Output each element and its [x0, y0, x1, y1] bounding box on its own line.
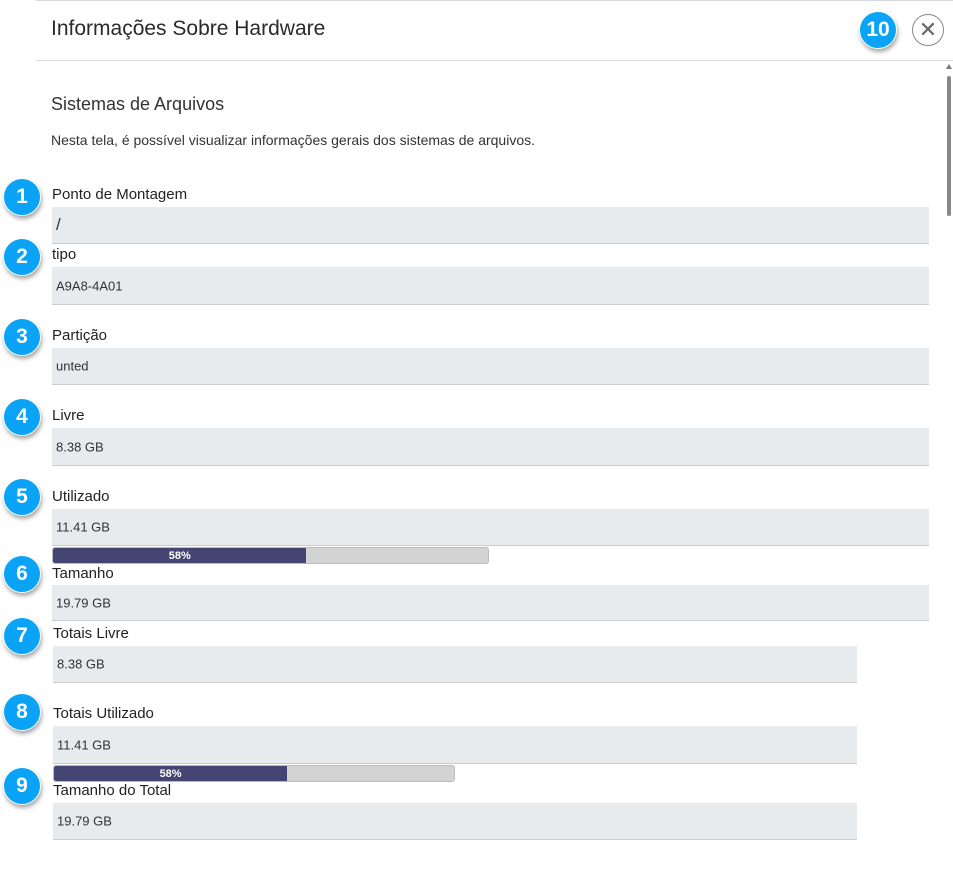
- field-value-box: 19.79 GB: [53, 803, 857, 840]
- field-value-box: 8.38 GB: [53, 646, 857, 683]
- close-icon: ✕: [918, 17, 938, 42]
- annotation-badge: 3: [3, 318, 41, 356]
- field-value: 11.41 GB: [57, 737, 111, 752]
- field-value: 8.38 GB: [56, 439, 104, 454]
- field-value-box: 11.41 GB: [53, 726, 857, 764]
- field-label: Tamanho do Total: [53, 782, 172, 799]
- field-value-box: 11.41 GB: [52, 509, 929, 546]
- annotation-badge: 10: [859, 11, 897, 49]
- field-label: Ponto de Montagem: [52, 186, 188, 203]
- annotation-badge: 5: [3, 478, 41, 516]
- section-title: Sistemas de Arquivos: [51, 94, 225, 114]
- progress-percent: 58%: [159, 767, 182, 780]
- field-label: Utilizado: [52, 488, 110, 505]
- field-value: A9A8-4A01: [56, 278, 123, 293]
- header-divider: [36, 60, 953, 61]
- annotation-badge: 6: [3, 555, 41, 593]
- scroll-up-arrow[interactable]: [946, 64, 952, 69]
- field-value: unted: [56, 358, 89, 374]
- section-description: Nesta tela, é possível visualizar inform…: [51, 132, 535, 148]
- annotation-badge: 8: [3, 693, 41, 731]
- field-value-box: 8.38 GB: [52, 428, 929, 466]
- field-value-box: unted: [52, 348, 929, 385]
- annotation-badge: 2: [3, 238, 41, 276]
- top-divider: [36, 0, 953, 1]
- field-value: /: [56, 215, 61, 234]
- field-value-box: 19.79 GB: [52, 585, 929, 621]
- field-value: 19.79 GB: [57, 813, 112, 829]
- close-button[interactable]: ✕: [912, 14, 944, 46]
- usage-progress-bar: 58%: [53, 765, 455, 782]
- annotation-badge: 7: [3, 617, 41, 655]
- field-label: tipo: [52, 246, 77, 263]
- progress-fill: [53, 548, 307, 563]
- field-value-box: A9A8-4A01: [52, 267, 929, 305]
- field-value: 8.38 GB: [57, 656, 105, 672]
- progress-percent: 58%: [168, 549, 191, 562]
- field-label: Partição: [52, 327, 108, 344]
- annotation-badge: 1: [3, 178, 41, 216]
- field-value: 11.41 GB: [56, 519, 110, 535]
- field-value-box: /: [52, 207, 929, 244]
- field-value: 19.79 GB: [56, 595, 111, 610]
- field-label: Totais Livre: [53, 625, 129, 642]
- scrollbar-thumb[interactable]: [947, 76, 951, 216]
- field-label: Tamanho: [52, 565, 114, 582]
- usage-progress-bar: 58%: [52, 547, 489, 564]
- progress-fill: [54, 766, 288, 781]
- annotation-badge: 9: [3, 767, 41, 805]
- dialog-title: Informações Sobre Hardware: [51, 17, 326, 40]
- annotation-badge: 4: [3, 398, 41, 436]
- field-label: Totais Utilizado: [53, 705, 154, 722]
- field-label: Livre: [52, 407, 85, 424]
